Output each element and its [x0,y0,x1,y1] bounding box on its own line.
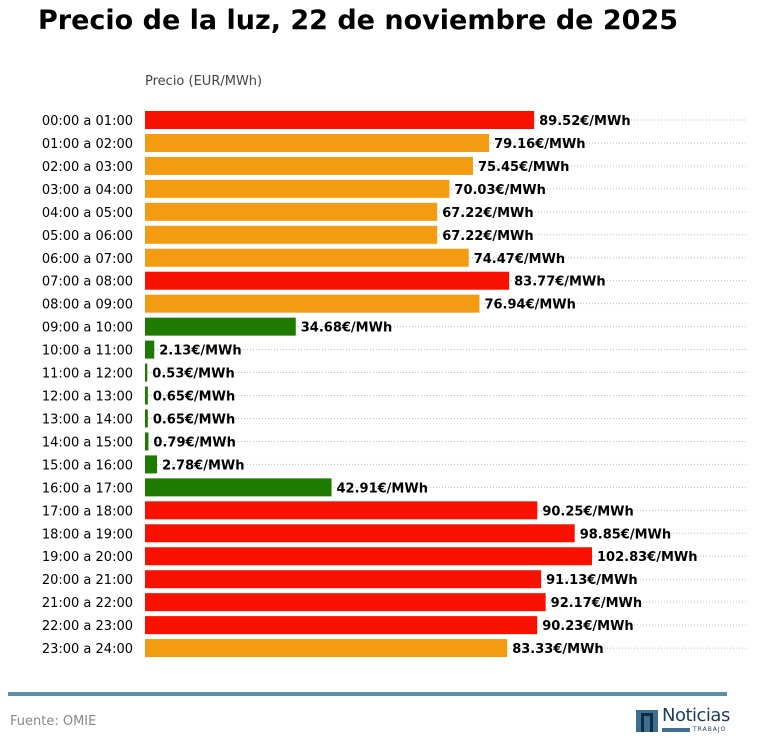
bar [145,111,535,129]
data-label: 0.53€/MWh [152,367,234,382]
category-label: 00:00 a 01:00 [42,114,133,129]
category-label: 14:00 a 15:00 [42,435,133,450]
source-note: Fuente: OMIE [10,714,97,729]
data-label: 90.25€/MWh [542,504,633,519]
data-label: 83.77€/MWh [514,275,605,290]
bar [145,156,473,175]
noticias-trabajo-logo: Noticias TRABAJO [636,705,731,736]
chart-title: Precio de la luz, 22 de noviembre de 202… [38,5,679,36]
data-label: 75.45€/MWh [478,160,569,175]
bar [145,547,592,566]
bar [145,179,450,198]
category-label: 04:00 a 05:00 [42,206,133,221]
bar [145,294,480,313]
bar [145,478,332,497]
bar [145,432,149,451]
bar [145,524,575,543]
data-label: 0.79€/MWh [153,435,235,450]
footer-divider [8,692,727,696]
bar [145,455,158,474]
data-label: 67.22€/MWh [442,229,533,244]
category-label: 21:00 a 22:00 [42,596,133,611]
category-label: 08:00 a 09:00 [42,298,133,313]
category-label: 09:00 a 10:00 [42,321,133,336]
data-label: 2.13€/MWh [159,344,241,359]
data-label: 42.91€/MWh [337,481,428,496]
data-label: 74.47€/MWh [474,252,565,267]
data-label: 0.65€/MWh [153,390,235,405]
data-label: 90.23€/MWh [542,619,633,634]
bar [145,248,469,267]
category-label: 12:00 a 13:00 [42,390,133,405]
bar [145,570,542,589]
category-label: 03:00 a 04:00 [42,183,133,198]
bar [145,386,148,405]
bar [145,202,438,221]
data-label: 89.52€/MWh [539,114,630,129]
bar [145,501,538,520]
category-label: 05:00 a 06:00 [42,229,133,244]
category-label: 10:00 a 11:00 [42,344,133,359]
axis-label: Precio (EUR/MWh) [145,74,263,89]
category-label: 07:00 a 08:00 [42,275,133,290]
category-label: 01:00 a 02:00 [42,137,133,152]
data-label: 76.94€/MWh [484,298,575,313]
category-label: 22:00 a 23:00 [42,619,133,634]
category-label: 11:00 a 12:00 [42,367,133,382]
data-label: 91.13€/MWh [546,573,637,588]
data-label: 79.16€/MWh [494,137,585,152]
data-label: 67.22€/MWh [442,206,533,221]
category-label: 18:00 a 19:00 [42,527,133,542]
bar-chart: 00:00 a 01:00 89.52€/MWh 01:00 a 02:00 79.1… [42,111,748,658]
data-label: 34.68€/MWh [301,321,392,336]
bar [145,639,508,658]
category-label: 15:00 a 16:00 [42,458,133,473]
category-label: 16:00 a 17:00 [42,481,133,496]
category-label: 17:00 a 18:00 [42,504,133,519]
data-label: 102.83€/MWh [597,550,698,565]
bar [145,593,546,612]
data-label: 70.03€/MWh [454,183,545,198]
category-label: 06:00 a 07:00 [42,252,133,267]
category-label: 20:00 a 21:00 [42,573,133,588]
bar [145,363,148,382]
bar [145,271,510,290]
bar [145,225,438,244]
data-label: 92.17€/MWh [551,596,642,611]
data-label: 2.78€/MWh [162,458,244,473]
bar [145,616,538,635]
bar [145,409,148,428]
data-label: 0.65€/MWh [153,412,235,427]
category-label: 19:00 a 20:00 [42,550,133,565]
category-label: 13:00 a 14:00 [42,412,133,427]
bar [145,317,296,336]
data-label: 83.33€/MWh [512,642,603,657]
category-label: 02:00 a 03:00 [42,160,133,175]
bar [145,340,155,359]
data-label: 98.85€/MWh [580,527,671,542]
bar [145,133,490,152]
category-label: 23:00 a 24:00 [42,642,133,657]
